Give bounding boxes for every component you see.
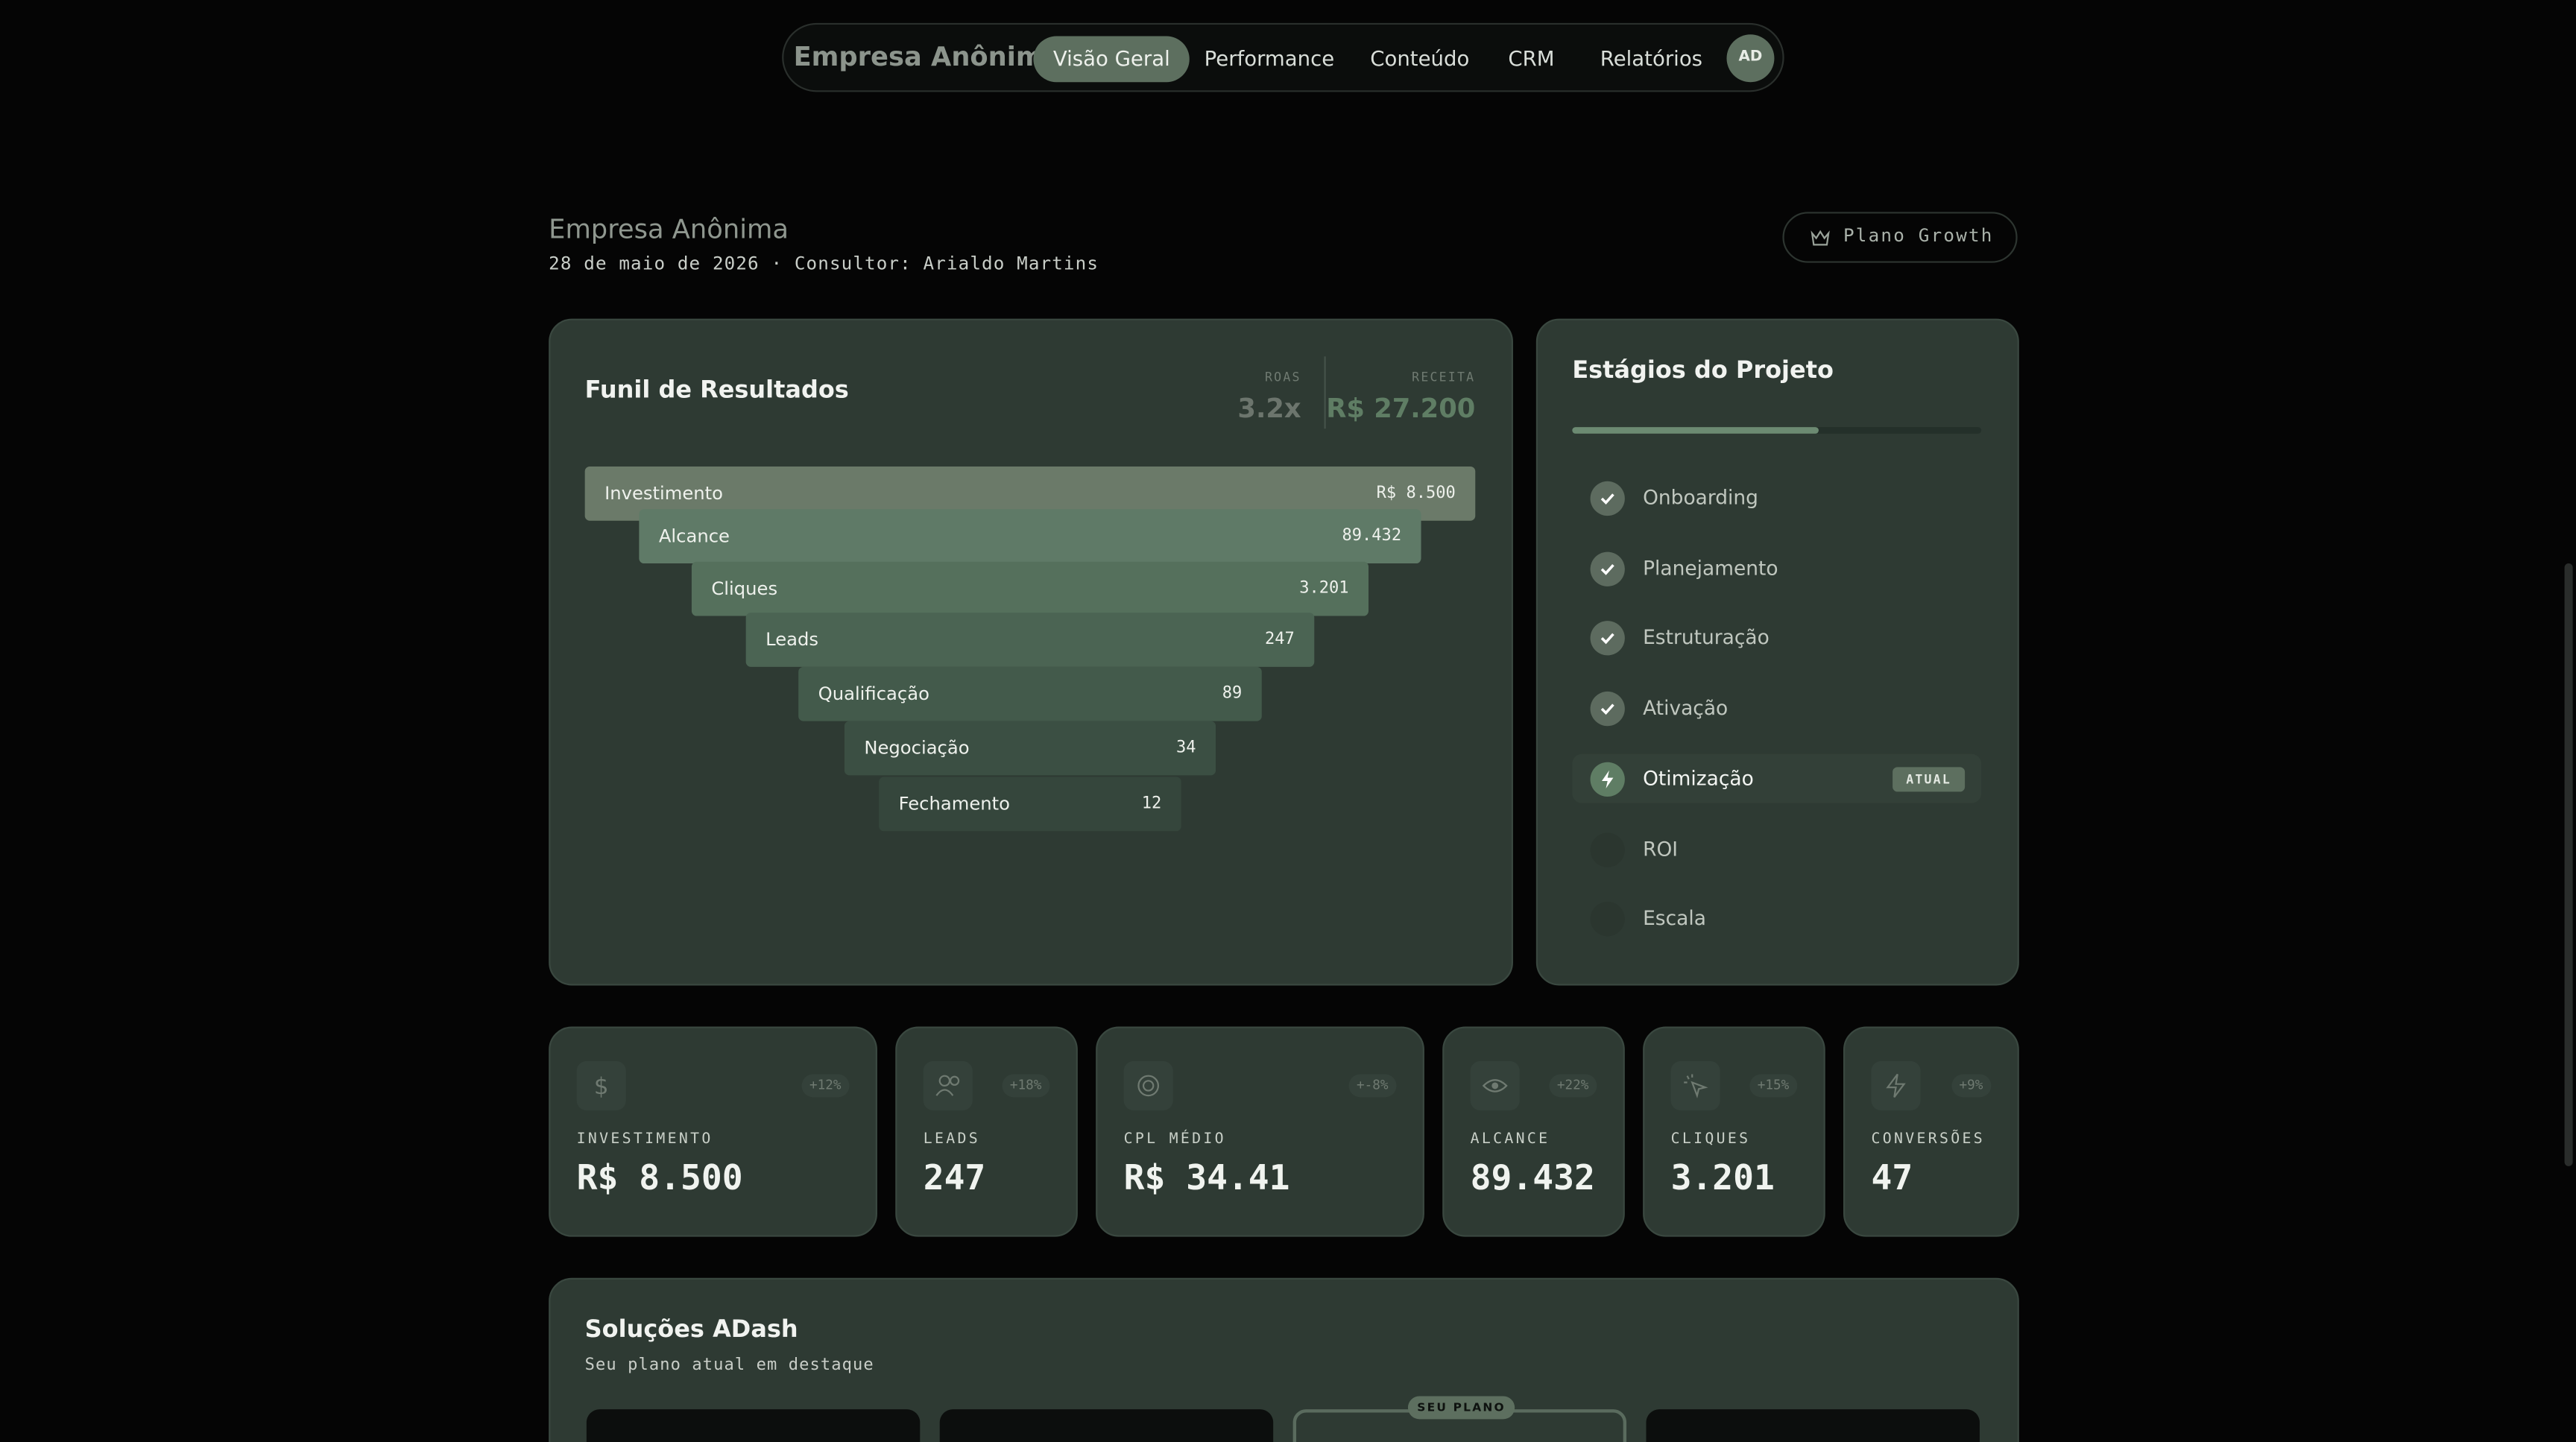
stage-icon xyxy=(1590,762,1625,797)
kpi-icon: $ xyxy=(576,1060,626,1110)
funnel-label: Fechamento xyxy=(898,793,1011,815)
plan-label: Plano Growth xyxy=(1843,224,1994,247)
current-badge: ATUAL xyxy=(1892,766,1966,791)
funnel-bar: Negociação 34 xyxy=(844,721,1216,776)
kpi-value: 3.201 xyxy=(1670,1157,1775,1198)
stage-icon xyxy=(1590,902,1625,937)
stage-label: Otimização xyxy=(1643,766,1754,790)
funnel-label: Alcance xyxy=(658,525,730,547)
project-card: Estágios do Projeto Onboarding Planejamen… xyxy=(1535,318,2019,986)
stage-icon xyxy=(1590,692,1625,727)
kpi-card: +18% LEADS 247 xyxy=(895,1026,1078,1237)
nav-bar: Empresa Anônima Visão Geral Performance Co… xyxy=(782,22,1784,92)
stat-value: R$ 27.200 xyxy=(1326,392,1476,424)
stage-label: Onboarding xyxy=(1643,486,1758,510)
kpi-label: INVESTIMENTO xyxy=(576,1131,713,1148)
kpi-change: +18% xyxy=(1001,1074,1050,1098)
funnel-value: 247 xyxy=(1265,630,1295,649)
funnel-bar: Leads 247 xyxy=(745,613,1315,667)
crown-icon xyxy=(1811,230,1830,246)
stage-label: Estruturação xyxy=(1643,626,1770,650)
kpi-value: 47 xyxy=(1871,1157,1913,1198)
stage-label: Planejamento xyxy=(1643,556,1778,580)
progress-fill xyxy=(1572,427,1819,434)
kpi-value: 89.432 xyxy=(1470,1157,1595,1198)
funnel-label: Qualificação xyxy=(818,683,929,705)
solution-card[interactable] xyxy=(586,1409,921,1442)
progress-track xyxy=(1572,427,1982,434)
solution-card[interactable] xyxy=(939,1409,1274,1442)
kpi-change: +9% xyxy=(1951,1074,1992,1098)
plan-badge[interactable]: Plano Growth xyxy=(1782,212,2018,263)
stat-label: RECEITA xyxy=(1412,369,1476,385)
stage-icon xyxy=(1590,551,1625,586)
nav-tab[interactable]: Relatórios xyxy=(1600,45,1703,71)
funnel-label: Negociação xyxy=(864,737,970,759)
kpi-card: +-8% CPL MÉDIO R$ 34.41 xyxy=(1096,1026,1424,1237)
kpi-icon xyxy=(1871,1060,1921,1110)
kpi-icon xyxy=(1123,1060,1173,1110)
kpi-change: +15% xyxy=(1749,1074,1798,1098)
funnel-bar: Cliques 3.201 xyxy=(691,561,1369,616)
plan-tag: SEU PLANO xyxy=(1407,1396,1515,1420)
funnel-value: 12 xyxy=(1141,794,1162,814)
funnel-value: 89.432 xyxy=(1342,527,1402,546)
solutions-title: Soluções ADash xyxy=(584,1317,798,1344)
kpi-change: +-8% xyxy=(1348,1074,1397,1098)
stage-icon xyxy=(1590,832,1625,867)
funnel-bar: Fechamento 12 xyxy=(879,777,1181,832)
divider xyxy=(1324,356,1326,429)
funnel-value: 3.201 xyxy=(1299,580,1349,598)
nav-tab[interactable]: CRM xyxy=(1508,45,1555,71)
kpi-card: +9% CONVERSÕES 47 xyxy=(1843,1026,2019,1237)
solution-card[interactable] xyxy=(1646,1409,1980,1442)
funnel-title: Funil de Resultados xyxy=(584,377,849,405)
kpi-value: 247 xyxy=(923,1157,986,1198)
kpi-card: $ +12% INVESTIMENTO R$ 8.500 xyxy=(549,1026,877,1237)
kpi-value: R$ 8.500 xyxy=(576,1157,743,1198)
stage-label: Escala xyxy=(1643,907,1706,930)
kpi-change: +12% xyxy=(801,1074,850,1098)
kpi-label: ALCANCE xyxy=(1470,1131,1550,1148)
nav-tab[interactable]: Visão Geral xyxy=(1033,36,1190,83)
kpi-label: CPL MÉDIO xyxy=(1123,1131,1226,1148)
kpi-label: CLIQUES xyxy=(1670,1131,1751,1148)
page-title: Empresa Anônima xyxy=(549,213,789,245)
kpi-icon xyxy=(923,1060,973,1110)
stage-icon xyxy=(1590,481,1625,516)
funnel-value: R$ 8.500 xyxy=(1376,484,1456,503)
svg-text:$: $ xyxy=(594,1073,609,1100)
brand: Empresa Anônima xyxy=(793,41,1061,72)
stage-label: Ativação xyxy=(1643,696,1729,720)
stage-icon xyxy=(1590,622,1625,657)
funnel-card: Funil de Resultados ROAS 3.2x RECEITA R$ 27… xyxy=(549,318,1513,986)
stage-label: ROI xyxy=(1643,836,1679,860)
project-title: Estágios do Projeto xyxy=(1572,358,1834,385)
funnel-bar: Qualificação 89 xyxy=(798,666,1262,721)
nav-tab[interactable]: Conteúdo xyxy=(1370,45,1470,71)
funnel-label: Cliques xyxy=(711,578,778,600)
solutions-card: Soluções ADash Seu plano atual em destaq… xyxy=(549,1277,2019,1442)
funnel-label: Investimento xyxy=(604,483,724,505)
scrollbar xyxy=(2564,563,2573,1166)
kpi-label: LEADS xyxy=(923,1131,980,1148)
kpi-label: CONVERSÕES xyxy=(1871,1131,1985,1148)
kpi-value: R$ 34.41 xyxy=(1123,1157,1290,1198)
kpi-icon xyxy=(1670,1060,1720,1110)
funnel-bar: Alcance 89.432 xyxy=(639,509,1421,564)
nav-tab[interactable]: Performance xyxy=(1204,45,1335,71)
funnel-value: 89 xyxy=(1222,685,1243,703)
kpi-card: +15% CLIQUES 3.201 xyxy=(1643,1026,1825,1237)
kpi-card: +22% ALCANCE 89.432 xyxy=(1442,1026,1625,1237)
page-subtitle: 28 de maio de 2026 · Consultor: Arialdo … xyxy=(549,253,1099,275)
stat-label: ROAS xyxy=(1265,369,1301,385)
funnel-value: 34 xyxy=(1176,739,1196,758)
stat-value: 3.2x xyxy=(1237,392,1301,424)
solutions-subtitle: Seu plano atual em destaque xyxy=(584,1356,874,1375)
avatar[interactable]: AD xyxy=(1726,34,1775,83)
kpi-change: +22% xyxy=(1548,1074,1597,1098)
funnel-label: Leads xyxy=(765,629,819,651)
kpi-icon xyxy=(1470,1060,1520,1110)
